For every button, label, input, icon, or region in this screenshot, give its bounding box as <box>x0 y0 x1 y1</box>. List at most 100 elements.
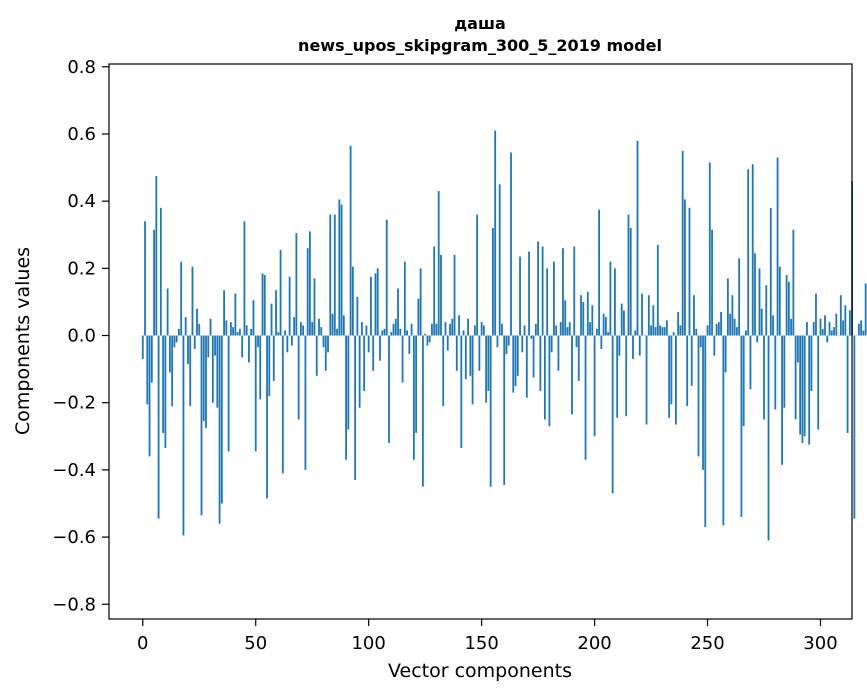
bar <box>546 268 549 336</box>
bar <box>751 164 754 336</box>
bar <box>211 335 214 403</box>
bar <box>736 327 738 336</box>
bar <box>440 254 442 336</box>
bar <box>792 229 795 336</box>
bar <box>815 293 817 336</box>
bar <box>300 322 302 336</box>
bar <box>485 335 488 403</box>
bar <box>575 335 578 348</box>
bar <box>281 335 284 474</box>
bar <box>756 335 759 343</box>
bar <box>695 328 698 336</box>
bar <box>598 209 601 336</box>
bar <box>803 335 806 437</box>
bar <box>200 335 203 516</box>
bar <box>460 335 463 449</box>
y-tick-label: −0.4 <box>52 460 96 481</box>
bar <box>708 162 711 336</box>
bar <box>505 335 508 354</box>
bar <box>765 285 768 336</box>
bar <box>591 305 594 336</box>
bar <box>187 335 189 365</box>
bar <box>555 325 558 336</box>
bar <box>550 335 553 353</box>
bar <box>333 214 336 336</box>
bar <box>297 335 300 420</box>
bar <box>742 335 745 427</box>
bar <box>492 228 494 336</box>
bar <box>817 335 820 430</box>
bar <box>383 328 386 336</box>
bar <box>329 214 332 336</box>
bar <box>593 335 596 437</box>
bar <box>842 320 844 336</box>
bar <box>184 317 187 336</box>
bar <box>724 335 727 373</box>
bar <box>401 335 404 383</box>
bar <box>839 295 842 336</box>
bar <box>519 256 521 336</box>
x-tick-label: 300 <box>803 633 837 654</box>
bar <box>656 244 659 336</box>
bar <box>385 219 388 336</box>
bar <box>376 268 379 336</box>
bar <box>539 335 542 391</box>
bar <box>602 313 605 336</box>
y-tick-label: 0.8 <box>67 57 96 78</box>
y-tick-label: 0.4 <box>67 191 96 212</box>
bar <box>478 335 481 371</box>
x-tick-label: 100 <box>351 633 385 654</box>
y-axis-ticks: −0.8 −0.6 −0.4 −0.2 0.0 0.2 0.4 0.6 0.8 <box>52 57 109 615</box>
bar <box>679 325 682 336</box>
bar <box>810 335 813 391</box>
bar <box>801 335 804 444</box>
bar <box>403 261 406 336</box>
bar <box>268 335 271 396</box>
bar <box>638 335 641 356</box>
bar <box>790 318 793 336</box>
bar <box>534 323 537 336</box>
bar <box>451 318 454 336</box>
bar <box>796 335 799 363</box>
bar <box>564 300 567 336</box>
bar <box>397 288 399 336</box>
bar <box>738 258 741 336</box>
bar <box>523 325 526 336</box>
bar <box>327 335 329 353</box>
bar <box>216 335 219 408</box>
bar <box>433 246 436 336</box>
bar <box>239 328 241 336</box>
bar <box>336 328 338 336</box>
bar <box>844 305 847 336</box>
bar <box>830 330 833 336</box>
bar <box>365 325 368 336</box>
bar <box>220 335 223 504</box>
bar <box>632 335 634 360</box>
bar <box>270 303 273 336</box>
bar <box>462 330 465 336</box>
bar <box>444 322 447 336</box>
bar <box>726 278 729 336</box>
bar <box>634 330 637 336</box>
bar <box>141 335 144 360</box>
bar <box>577 335 580 381</box>
bar <box>245 325 248 336</box>
bar <box>234 293 237 336</box>
bar <box>306 248 309 336</box>
bar <box>799 335 802 435</box>
bar <box>763 335 765 420</box>
bar <box>853 335 856 519</box>
bar <box>150 335 153 383</box>
bar <box>584 335 587 460</box>
bar <box>672 332 675 336</box>
bar <box>693 295 695 336</box>
bar <box>514 335 517 386</box>
bar <box>351 266 354 336</box>
bar <box>623 310 625 336</box>
bar <box>243 221 246 336</box>
bar <box>471 335 474 405</box>
bar <box>345 335 347 460</box>
bar <box>686 335 689 407</box>
bar <box>503 335 506 485</box>
bar <box>263 275 266 336</box>
